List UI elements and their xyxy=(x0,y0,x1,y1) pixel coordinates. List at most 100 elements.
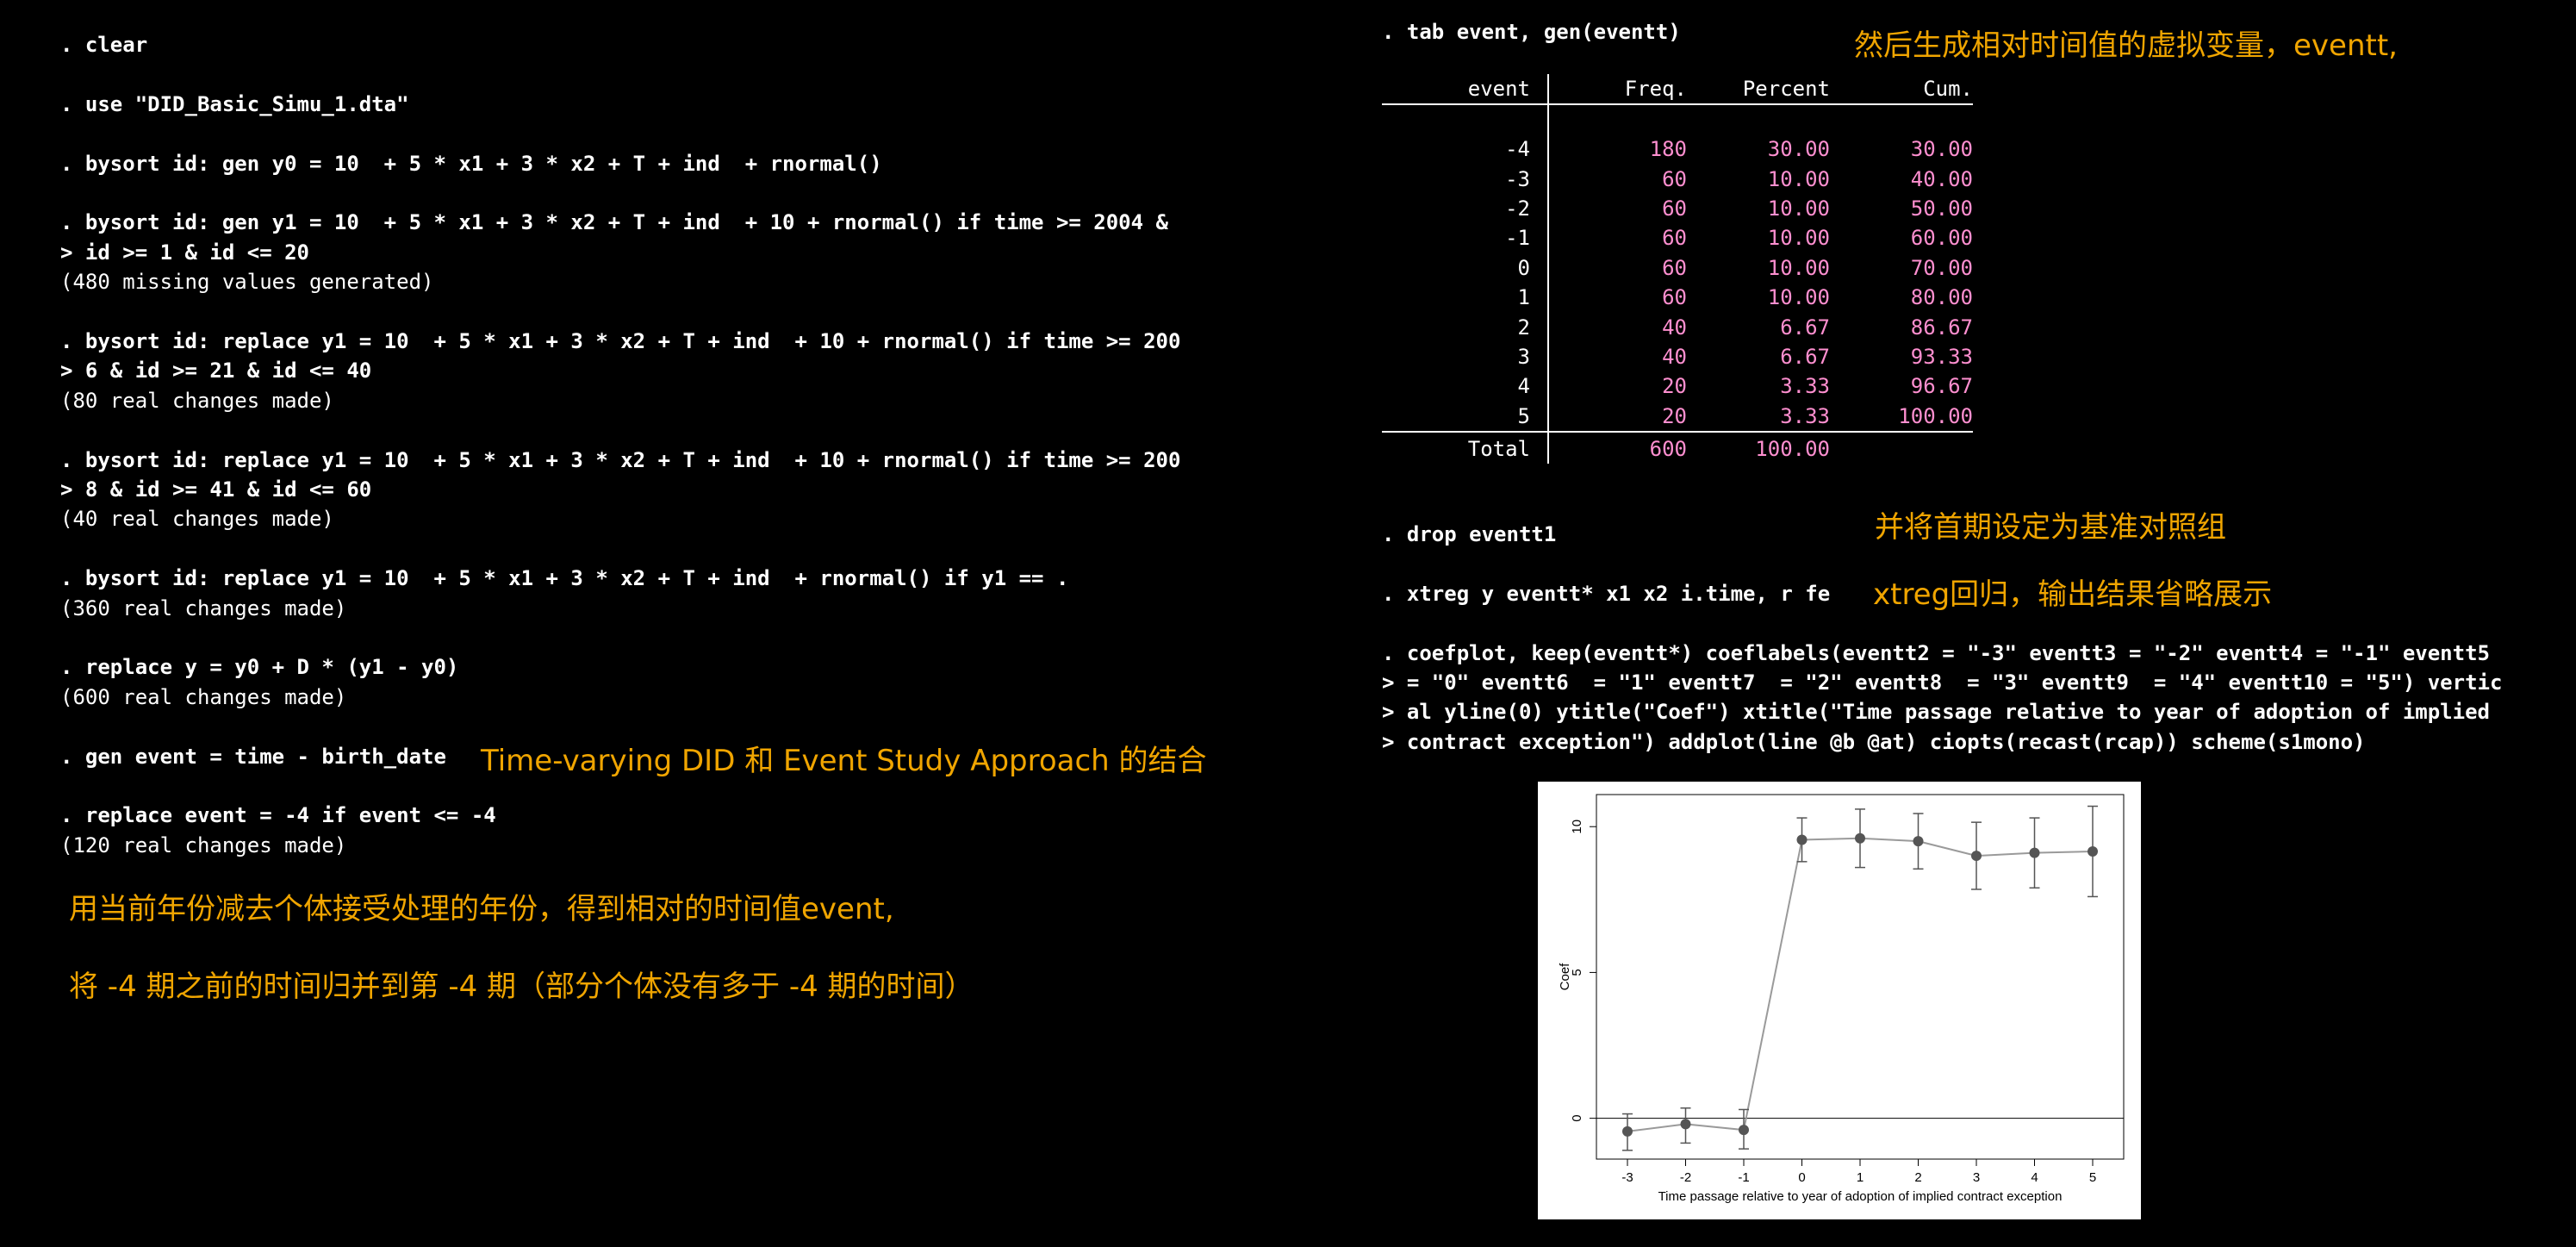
note-baseline: 并将首期设定为基准对照组 xyxy=(1875,510,2226,545)
cell-cum: 96.67 xyxy=(1910,374,1973,399)
cell-percent: 6.67 xyxy=(1780,344,1830,369)
coef-marker xyxy=(1913,836,1924,847)
cell-percent: 10.00 xyxy=(1767,285,1830,310)
cell-event: -1 xyxy=(1382,223,1549,253)
command-line: . drop eventt1 xyxy=(1382,522,1557,546)
coef-marker xyxy=(1796,834,1808,845)
frequency-table: event Freq. Percent Cum. -4 180 30.00 30.00… xyxy=(1382,74,1973,465)
command-line: . bysort id: replace y1 = 10 + 5 * x1 + … xyxy=(60,447,1181,472)
cell-event: -4 xyxy=(1382,134,1549,165)
x-tick-label: 4 xyxy=(2031,1170,2038,1185)
table-row: -1 60 10.00 60.00 xyxy=(1382,223,1973,253)
left-output-log: . clear . use "DID_Basic_Simu_1.dta" . bys… xyxy=(60,30,1180,860)
log-gap xyxy=(60,415,1180,445)
command-line: > id >= 1 & id <= 20 xyxy=(60,240,309,265)
y-tick-label: 5 xyxy=(1570,969,1584,976)
cell-event: -3 xyxy=(1382,164,1549,194)
right-output-log: . drop eventt1 . xtreg y eventt* x1 x2 i.… xyxy=(1382,520,2502,757)
coef-marker xyxy=(1680,1119,1691,1130)
x-tick-label: -1 xyxy=(1738,1170,1749,1185)
log-gap xyxy=(60,59,1180,89)
header-cum: Cum. xyxy=(1923,77,1973,101)
cell-freq: 180 xyxy=(1649,137,1687,162)
cell-freq: 60 xyxy=(1662,285,1687,310)
table-row: 0 60 10.00 70.00 xyxy=(1382,253,1973,283)
log-gap xyxy=(60,623,1180,652)
cell-percent: 10.00 xyxy=(1767,255,1830,280)
cell-percent: 3.33 xyxy=(1780,403,1830,428)
coef-marker xyxy=(1971,851,1982,862)
total-cum xyxy=(1830,434,1973,464)
coefplot-chart: 0 5 10 Coef -3 -2 -1 0 1 2 3 4 5 Time passage relativ… xyxy=(1538,782,2141,1219)
x-tick-label: 3 xyxy=(1973,1170,1980,1185)
output-line: (600 real changes made) xyxy=(60,684,347,709)
table-row: -3 60 10.00 40.00 xyxy=(1382,164,1973,194)
command-line: . replace y = y0 + D * (y1 - y0) xyxy=(60,655,459,680)
command-line: > = "0" eventt6 = "1" eventt7 = "2" even… xyxy=(1382,670,2503,695)
note-merge-periods: 将 -4 期之前的时间归并到第 -4 期（部分个体没有多于 -4 期的时间） xyxy=(69,970,974,1004)
coefplot-svg: 0 5 10 Coef -3 -2 -1 0 1 2 3 4 5 Time passage relativ… xyxy=(1558,794,2125,1204)
command-line: > 8 & id >= 41 & id <= 60 xyxy=(60,477,372,502)
total-percent: 100.00 xyxy=(1755,437,1830,462)
cell-cum: 93.33 xyxy=(1910,344,1973,369)
header-event: event xyxy=(1382,74,1549,104)
cell-freq: 40 xyxy=(1662,344,1687,369)
cell-cum: 100.00 xyxy=(1898,403,1973,428)
x-tick-label: 0 xyxy=(1798,1170,1805,1185)
table-header-row: event Freq. Percent Cum. xyxy=(1382,74,1973,104)
cell-freq: 20 xyxy=(1662,374,1687,399)
header-percent: Percent xyxy=(1742,77,1830,101)
total-label: Total xyxy=(1382,433,1549,465)
cell-cum: 30.00 xyxy=(1910,137,1973,162)
command-line: > 6 & id >= 21 & id <= 40 xyxy=(60,359,372,383)
table-row: -2 60 10.00 50.00 xyxy=(1382,193,1973,224)
cell-event: 4 xyxy=(1382,371,1549,402)
header-freq: Freq. xyxy=(1624,77,1687,101)
cell-freq: 60 xyxy=(1662,255,1687,280)
table-row: 1 60 10.00 80.00 xyxy=(1382,282,1973,313)
cell-percent: 30.00 xyxy=(1767,137,1830,162)
cell-event: 2 xyxy=(1382,312,1549,342)
command-line: . coefplot, keep(eventt*) coeflabels(eve… xyxy=(1382,640,2490,665)
cell-cum: 70.00 xyxy=(1910,255,1973,280)
note-dummies: 然后生成相对时间值的虚拟变量，eventt, xyxy=(1854,28,2398,63)
command-line: . gen event = time - birth_date xyxy=(60,744,446,769)
command-line: . bysort id: gen y1 = 10 + 5 * x1 + 3 * … xyxy=(60,210,1168,235)
command-line: . bysort id: replace y1 = 10 + 5 * x1 + … xyxy=(60,566,1069,591)
cell-freq: 40 xyxy=(1662,315,1687,340)
output-line: (360 real changes made) xyxy=(60,595,347,620)
cell-cum: 80.00 xyxy=(1910,285,1973,310)
log-gap xyxy=(1382,549,2502,578)
coef-marker xyxy=(1622,1125,1633,1137)
command-line: . xtreg y eventt* x1 x2 i.time, r fe xyxy=(1382,581,1831,606)
coef-marker xyxy=(2029,847,2040,858)
cell-percent: 6.67 xyxy=(1780,315,1830,340)
cell-event: 1 xyxy=(1382,282,1549,313)
cell-event: 3 xyxy=(1382,341,1549,372)
log-gap xyxy=(1382,608,2502,638)
output-line: (480 missing values generated) xyxy=(60,270,434,295)
coef-line xyxy=(1627,837,2094,1132)
cell-cum: 60.00 xyxy=(1910,226,1973,251)
command-line: . use "DID_Basic_Simu_1.dta" xyxy=(60,91,409,116)
x-tick-label: 2 xyxy=(1914,1170,1921,1185)
cell-percent: 3.33 xyxy=(1780,374,1830,399)
table-row: -4 180 30.00 30.00 xyxy=(1382,134,1973,165)
cell-freq: 60 xyxy=(1662,166,1687,191)
note-did-event-study: Time-varying DID 和 Event Study Approach … xyxy=(481,744,1207,778)
total-freq: 600 xyxy=(1649,437,1687,462)
log-gap xyxy=(60,534,1180,564)
cell-freq: 20 xyxy=(1662,403,1687,428)
log-gap xyxy=(60,119,1180,148)
cell-event: 0 xyxy=(1382,253,1549,283)
y-tick-label: 0 xyxy=(1570,1114,1584,1121)
command-line: > contract exception") addplot(line @b @… xyxy=(1382,729,2366,754)
log-gap xyxy=(60,178,1180,208)
cell-event: -2 xyxy=(1382,193,1549,224)
command-line: . clear xyxy=(60,33,148,57)
coef-marker xyxy=(2088,845,2098,857)
table-total-row: Total 600 100.00 xyxy=(1382,433,1973,465)
table-row: 4 20 3.33 96.67 xyxy=(1382,371,1973,402)
tab-command: . tab event, gen(eventt) xyxy=(1382,20,1681,44)
output-line: (80 real changes made) xyxy=(60,388,334,413)
